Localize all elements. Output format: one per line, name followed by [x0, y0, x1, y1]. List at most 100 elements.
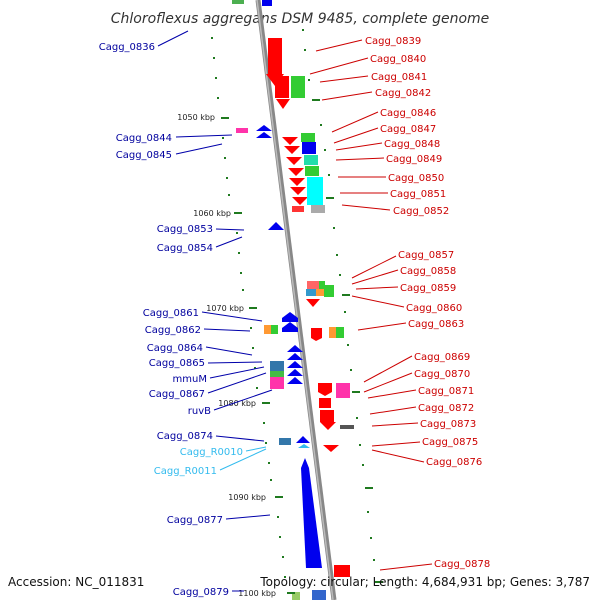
gene-feature — [256, 125, 272, 131]
gene-label-cagg-0861[interactable]: Cagg_0861 — [143, 308, 199, 319]
gene-feature — [288, 168, 304, 176]
gene-feature — [329, 327, 336, 338]
gene-feature — [287, 345, 303, 352]
gene-feature — [275, 76, 289, 98]
gene-label-cagg-0836[interactable]: Cagg_0836 — [99, 42, 155, 53]
gene-feature — [270, 361, 284, 371]
genome-backbone-highlight — [256, 0, 334, 600]
gene-feature — [292, 197, 308, 205]
gene-label-cagg-0846[interactable]: Cagg_0846 — [380, 108, 436, 119]
scale-label: 1100 kbp — [238, 589, 276, 598]
gene-feature — [271, 325, 278, 334]
gene-feature — [336, 383, 350, 398]
gene-label-cagg-0865[interactable]: Cagg_0865 — [149, 358, 205, 369]
gene-label-cagg-0852[interactable]: Cagg_0852 — [393, 206, 449, 217]
scale-label: 1070 kbp — [206, 304, 244, 313]
gene-label-cagg-0860[interactable]: Cagg_0860 — [406, 303, 462, 314]
gene-feature — [287, 377, 303, 384]
gene-label-ruvb[interactable]: ruvB — [188, 406, 211, 417]
left-gene-labels: Cagg_0836 Cagg_0844 Cagg_0845 Cagg_0853 … — [99, 42, 243, 598]
gene-label-cagg-r0011[interactable]: Cagg_R0011 — [154, 466, 217, 477]
gene-feature — [289, 178, 305, 186]
gene-label-cagg-0863[interactable]: Cagg_0863 — [408, 319, 464, 330]
gene-feature — [301, 468, 322, 568]
genome-backbone — [255, 0, 337, 600]
gene-feature — [320, 422, 336, 430]
gene-label-cagg-0841[interactable]: Cagg_0841 — [371, 72, 427, 83]
gene-label-cagg-0864[interactable]: Cagg_0864 — [147, 343, 203, 354]
gene-label-cagg-0875[interactable]: Cagg_0875 — [422, 437, 478, 448]
gene-label-cagg-0877[interactable]: Cagg_0877 — [167, 515, 223, 526]
scale-labels: 1050 kbp 1060 kbp 1070 kbp 1080 kbp 1090… — [177, 113, 276, 598]
gene-label-cagg-0851[interactable]: Cagg_0851 — [390, 189, 446, 200]
gene-feature — [290, 187, 306, 195]
gene-feature — [270, 377, 284, 389]
gene-label-cagg-0854[interactable]: Cagg_0854 — [157, 243, 213, 254]
gene-feature — [319, 398, 331, 408]
gene-label-cagg-0870[interactable]: Cagg_0870 — [414, 369, 470, 380]
gene-label-cagg-0858[interactable]: Cagg_0858 — [400, 266, 456, 277]
gene-label-cagg-0845[interactable]: Cagg_0845 — [116, 150, 172, 161]
gene-label-cagg-0848[interactable]: Cagg_0848 — [384, 139, 440, 150]
gene-label-cagg-0840[interactable]: Cagg_0840 — [370, 54, 426, 65]
gene-label-cagg-0842[interactable]: Cagg_0842 — [375, 88, 431, 99]
gene-label-cagg-0850[interactable]: Cagg_0850 — [388, 173, 444, 184]
gene-feature — [282, 322, 298, 332]
gene-feature — [340, 425, 354, 429]
gene-feature — [264, 325, 271, 334]
gene-feature — [284, 146, 300, 154]
accession-text: Accession: NC_011831 — [8, 575, 144, 589]
reverse-strand-features — [236, 125, 326, 600]
gene-label-cagg-0879[interactable]: Cagg_0879 — [173, 587, 229, 598]
left-leader-lines — [157, 30, 273, 442]
gene-label-cagg-0878[interactable]: Cagg_0878 — [434, 559, 490, 570]
gene-label-cagg-0849[interactable]: Cagg_0849 — [386, 154, 442, 165]
gene-label-cagg-0853[interactable]: Cagg_0853 — [157, 224, 213, 235]
gene-label-cagg-0869[interactable]: Cagg_0869 — [414, 352, 470, 363]
gene-feature — [307, 281, 319, 289]
gene-feature — [311, 205, 325, 213]
gene-feature — [302, 142, 316, 154]
scale-label: 1060 kbp — [193, 209, 231, 218]
scale-label: 1050 kbp — [177, 113, 215, 122]
gene-feature — [304, 155, 318, 165]
gene-feature — [307, 177, 323, 205]
gene-feature — [312, 590, 326, 600]
gene-label-cagg-0876[interactable]: Cagg_0876 — [426, 457, 482, 468]
gene-label-cagg-r0010[interactable]: Cagg_R0010 — [180, 447, 243, 458]
gene-label-cagg-0862[interactable]: Cagg_0862 — [145, 325, 201, 336]
feature-top-partial-2 — [262, 0, 272, 6]
gene-feature — [287, 361, 303, 368]
gene-label-cagg-0867[interactable]: Cagg_0867 — [149, 389, 205, 400]
gene-feature — [292, 592, 300, 600]
left-rna-leader-lines — [219, 446, 267, 471]
gene-feature — [282, 312, 298, 322]
gene-label-cagg-0873[interactable]: Cagg_0873 — [420, 419, 476, 430]
gene-label-cagg-0871[interactable]: Cagg_0871 — [418, 386, 474, 397]
forward-strand-features — [266, 38, 354, 577]
gene-feature — [316, 289, 324, 296]
gene-feature — [279, 438, 291, 445]
map-title: Chloroflexus aggregans DSM 9485, complet… — [111, 11, 490, 27]
gene-label-cagg-0874[interactable]: Cagg_0874 — [157, 431, 213, 442]
topology-text: Topology: circular; Length: 4,684,931 bp… — [259, 575, 590, 589]
gene-label-mmum[interactable]: mmuM — [173, 374, 207, 385]
gene-label-cagg-0859[interactable]: Cagg_0859 — [400, 283, 456, 294]
gene-feature — [318, 383, 332, 396]
gene-feature — [323, 445, 339, 452]
gene-feature — [268, 38, 282, 74]
gene-label-cagg-0847[interactable]: Cagg_0847 — [380, 124, 436, 135]
gene-feature — [282, 137, 298, 145]
gene-feature — [286, 157, 302, 165]
gene-label-cagg-0844[interactable]: Cagg_0844 — [116, 133, 172, 144]
scale-label: 1080 kbp — [218, 399, 256, 408]
gene-feature — [311, 328, 322, 341]
gene-label-cagg-0839[interactable]: Cagg_0839 — [365, 36, 421, 47]
gene-feature — [256, 132, 272, 138]
gene-label-cagg-0857[interactable]: Cagg_0857 — [398, 250, 454, 261]
gene-feature — [336, 327, 344, 338]
gene-label-cagg-0872[interactable]: Cagg_0872 — [418, 403, 474, 414]
gene-feature — [276, 99, 290, 109]
gene-feature — [292, 206, 304, 212]
